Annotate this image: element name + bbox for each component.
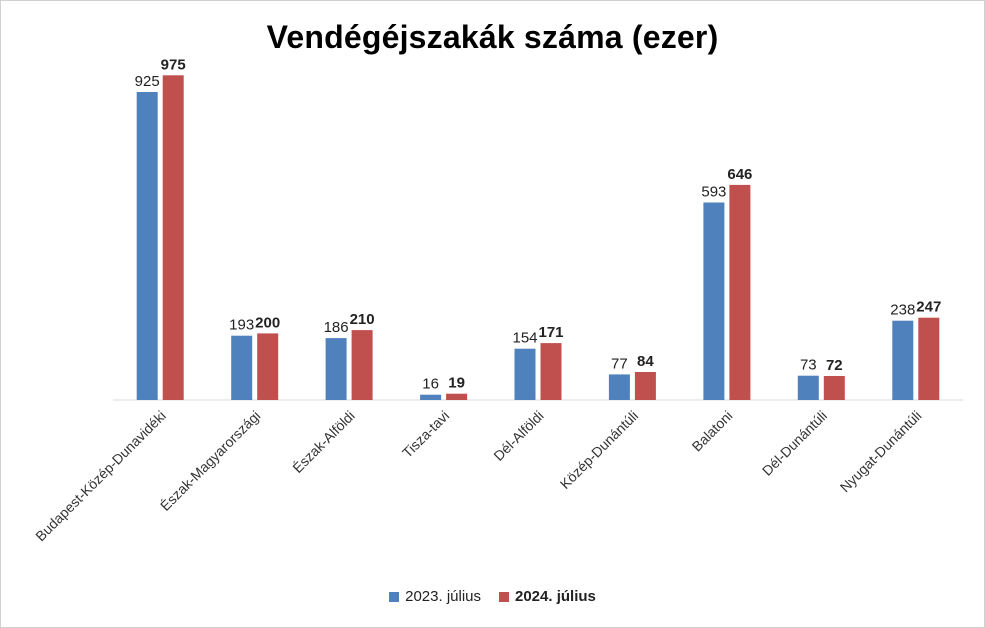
bar-series-2-cat-9 [918,317,940,400]
chart-title: Vendégéjszakák száma (ezer) [266,19,719,55]
data-label-series-2-cat-8: 72 [826,357,843,374]
bar-series-1-cat-2 [231,335,253,400]
data-label-series-1-cat-4: 16 [422,376,439,393]
bar-series-2-cat-5 [540,343,562,400]
legend-item-series-1: 2023. július [389,588,481,605]
data-label-series-2-cat-1: 975 [161,56,186,73]
bar-series-1-cat-3 [325,338,347,400]
category-label-3: Észak-Alföldi [289,407,358,476]
data-label-series-1-cat-9: 238 [890,302,915,319]
bar-series-1-cat-7 [703,202,725,400]
legend-swatch-series-2 [499,591,509,602]
bar-series-2-cat-4 [446,393,468,400]
bar-series-2-cat-8 [823,376,845,400]
data-label-series-1-cat-5: 154 [512,330,537,347]
data-label-series-2-cat-7: 646 [727,166,752,183]
legend: 2023. július 2024. július [1,588,984,605]
category-label-7: Balatoni [689,407,736,454]
bar-series-2-cat-3 [351,330,373,400]
category-label-4: Tisza-tavi [399,407,452,460]
bar-series-1-cat-9 [892,320,914,400]
bar-series-2-cat-1 [162,75,184,401]
data-label-series-2-cat-4: 19 [448,375,465,392]
data-label-series-1-cat-6: 77 [611,355,628,372]
category-label-8: Dél-Dunántúli [759,407,830,478]
bar-series-1-cat-4 [420,394,442,400]
data-label-series-1-cat-7: 593 [701,184,726,201]
category-label-2: Észak-Magyarországi [157,407,263,513]
bar-series-1-cat-1 [136,92,158,400]
category-label-6: Közép-Dunántúli [557,407,642,492]
legend-swatch-series-1 [389,591,400,602]
data-label-series-2-cat-9: 247 [916,299,941,316]
bar-series-2-cat-2 [257,333,279,400]
bar-series-2-cat-6 [634,372,656,400]
legend-item-series-2: 2024. július [499,588,596,605]
bar-series-1-cat-6 [608,374,630,400]
data-label-series-1-cat-8: 73 [800,357,817,374]
data-label-series-2-cat-5: 171 [538,324,563,341]
data-label-series-1-cat-2: 193 [229,317,254,334]
legend-label-series-1: 2023. július [405,588,481,605]
bar-series-1-cat-5 [514,348,536,400]
bar-series-2-cat-7 [729,184,751,400]
category-label-9: Nyugat-Dunántúli [837,407,925,495]
legend-label-series-2: 2024. július [515,588,596,605]
category-label-1: Budapest-Közép-Dunavidéki [32,407,169,544]
data-label-series-1-cat-1: 925 [135,73,160,90]
data-label-series-2-cat-2: 200 [255,314,280,331]
data-label-series-1-cat-3: 186 [324,319,349,336]
category-label-5: Dél-Alföldi [490,407,546,463]
bar-series-1-cat-8 [797,375,819,400]
data-label-series-2-cat-3: 210 [350,311,375,328]
data-label-series-2-cat-6: 84 [637,353,654,370]
